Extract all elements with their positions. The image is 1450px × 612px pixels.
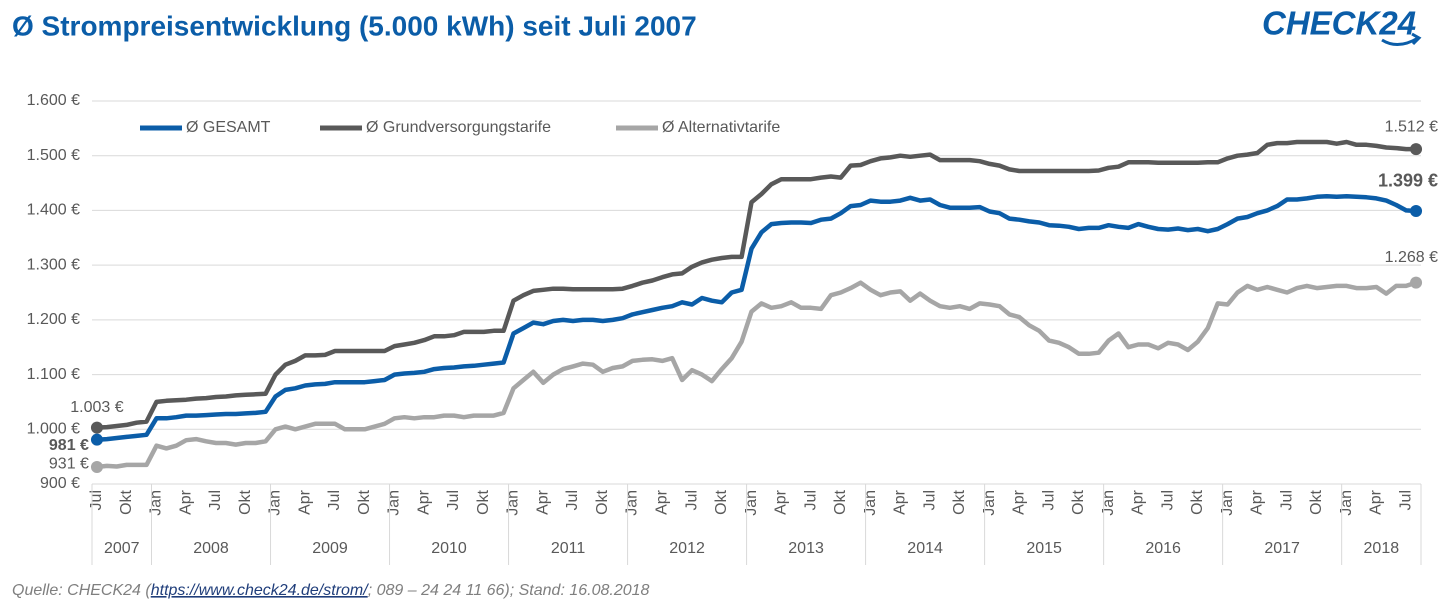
x-tick-label: Jul: [445, 490, 462, 510]
x-tick-label: Apr: [1130, 489, 1147, 515]
x-tick-label: Apr: [1011, 489, 1028, 515]
x-tick-label: Jul: [207, 490, 224, 510]
value-label: 1.512 €: [1385, 118, 1438, 135]
x-tick-label: Apr: [177, 489, 194, 515]
x-tick-label: Apr: [773, 489, 790, 515]
end-marker: [1410, 143, 1423, 156]
x-tick-label: Okt: [832, 489, 849, 514]
x-tick-label: Apr: [1249, 489, 1266, 515]
x-tick-label: Jan: [1100, 490, 1117, 516]
source-link[interactable]: https://www.check24.de/strom/: [151, 582, 370, 599]
end-marker: [90, 461, 103, 474]
year-label: 2015: [1026, 540, 1062, 557]
series-line: [96, 193, 1417, 442]
year-label: 2010: [431, 540, 467, 557]
y-tick-label: 900 €: [40, 475, 80, 492]
end-marker: [90, 433, 103, 446]
x-tick-label: Okt: [475, 489, 492, 514]
source-prefix: Quelle: CHECK24 (: [12, 582, 152, 599]
x-tick-label: Jul: [921, 490, 938, 510]
chart-title: Ø Strompreisentwicklung (5.000 kWh) seit…: [12, 10, 697, 41]
x-tick-label: Okt: [118, 489, 135, 514]
x-tick-label: Apr: [534, 489, 551, 515]
logo-swoosh: [1381, 32, 1422, 46]
y-tick-label: 1.100 €: [27, 366, 80, 383]
y-tick-label: 1.000 €: [27, 421, 80, 438]
x-tick-label: Jan: [1338, 490, 1355, 516]
year-label: 2016: [1145, 540, 1181, 557]
x-tick-label: Apr: [296, 489, 313, 515]
x-tick-label: Apr: [415, 489, 432, 515]
year-label: 2009: [312, 540, 348, 557]
source-suffix: ; 089 – 24 24 11 66); Stand: 16.08.2018: [368, 582, 650, 599]
year-label: 2012: [669, 540, 705, 557]
x-tick-label: Jan: [862, 490, 879, 516]
x-tick-label: Jul: [683, 490, 700, 510]
x-tick-label: Jan: [267, 490, 284, 516]
x-tick-label: Jan: [148, 490, 165, 516]
x-tick-label: Okt: [237, 489, 254, 514]
value-label: 981 €: [49, 437, 89, 454]
series-line: [96, 139, 1416, 430]
end-marker: [1410, 276, 1423, 289]
x-tick-label: Jul: [802, 490, 819, 510]
legend-label: Ø GESAMT: [186, 119, 271, 136]
series-line: [96, 280, 1417, 470]
year-label: 2008: [193, 540, 229, 557]
year-label: 2007: [104, 540, 140, 557]
value-label: 1.003 €: [70, 399, 123, 416]
value-label: 931 €: [49, 455, 89, 472]
x-tick-label: Okt: [1070, 489, 1087, 514]
value-label: 1.268 €: [1385, 249, 1438, 266]
x-tick-label: Jan: [505, 490, 522, 516]
logo: CHECK24: [1262, 5, 1416, 42]
x-tick-label: Jul: [1159, 490, 1176, 510]
x-tick-label: Jan: [743, 490, 760, 516]
x-tick-label: Jul: [1397, 490, 1414, 510]
end-marker: [90, 421, 103, 434]
y-tick-label: 1.400 €: [27, 202, 80, 219]
y-tick-label: 1.500 €: [27, 147, 80, 164]
x-tick-label: Jul: [1040, 490, 1057, 510]
x-tick-label: Jul: [88, 490, 105, 510]
y-tick-label: 1.600 €: [27, 92, 80, 109]
x-tick-label: Okt: [1308, 489, 1325, 514]
y-tick-label: 1.200 €: [27, 311, 80, 328]
x-tick-label: Okt: [951, 489, 968, 514]
x-tick-label: Okt: [356, 489, 373, 514]
x-tick-label: Jul: [1278, 490, 1295, 510]
x-tick-label: Jul: [564, 490, 581, 510]
y-tick-label: 1.300 €: [27, 256, 80, 273]
x-tick-label: Jan: [386, 490, 403, 516]
year-label: 2018: [1364, 540, 1400, 557]
legend-label: Ø Grundversorgungstarife: [366, 119, 551, 136]
x-tick-label: Okt: [713, 489, 730, 514]
value-label: 1.399 €: [1378, 171, 1438, 191]
year-label: 2017: [1264, 540, 1300, 557]
x-tick-label: Apr: [653, 489, 670, 515]
x-tick-label: Okt: [594, 489, 611, 514]
year-label: 2011: [551, 540, 586, 557]
year-label: 2013: [788, 540, 824, 557]
year-label: 2014: [907, 540, 943, 557]
source-note: Quelle: CHECK24 (https://www.check24.de/…: [12, 582, 650, 599]
x-tick-label: Jan: [981, 490, 998, 516]
x-tick-label: Okt: [1189, 489, 1206, 514]
x-tick-label: Jul: [326, 490, 343, 510]
x-tick-label: Apr: [892, 489, 909, 515]
x-tick-label: Jan: [624, 490, 641, 516]
x-tick-label: Apr: [1368, 489, 1385, 515]
end-marker: [1410, 204, 1423, 217]
legend-label: Ø Alternativtarife: [662, 119, 780, 136]
x-tick-label: Jan: [1219, 490, 1236, 516]
